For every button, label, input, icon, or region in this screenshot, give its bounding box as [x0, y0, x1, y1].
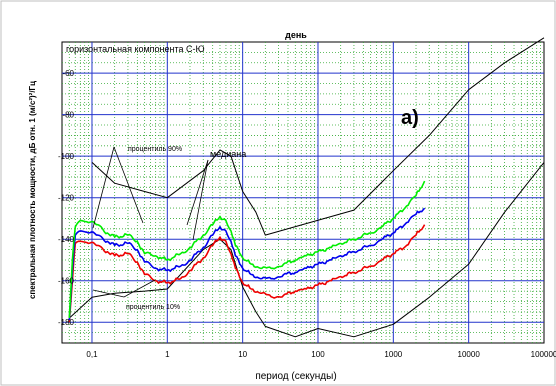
annotation-leader	[92, 289, 125, 298]
x-tick-label: 100000	[531, 350, 556, 359]
y-tick-label: -140	[58, 235, 75, 244]
major-grid	[62, 42, 544, 343]
annotation-percentile-10: процентиль 10%	[126, 304, 180, 311]
x-tick-label: 10	[238, 350, 247, 359]
annotation-leaders	[92, 146, 209, 298]
x-tick-label: 0,1	[86, 350, 98, 359]
annotation-leader	[186, 159, 209, 226]
annotation-percentile-90: процентиль 90%	[128, 146, 182, 153]
x-axis-label: период (секунды)	[255, 371, 336, 382]
y-tick-label: -60	[62, 69, 74, 78]
x-tick-label: 10000	[458, 350, 481, 359]
y-tick-label: -100	[58, 152, 75, 161]
annotation-leader	[92, 146, 115, 229]
chart-subtitle: горизонтальная компонента С-Ю	[66, 44, 205, 54]
annotation-median: медиана	[210, 149, 246, 159]
x-tick-label: 100	[311, 350, 325, 359]
y-tick-label: -160	[58, 277, 75, 286]
y-tick-label: -120	[58, 194, 75, 203]
y-tick-label: -180	[58, 318, 75, 327]
annotation-leader	[123, 279, 156, 298]
minor-grid	[62, 42, 544, 343]
series-median	[68, 207, 426, 321]
x-tick-label: 1	[165, 350, 170, 359]
panel-label: а)	[401, 107, 419, 129]
series-nlnm	[68, 162, 545, 338]
y-axis-label: спектральная плотность мощности, дБ отн.…	[28, 81, 37, 299]
y-tick-label: -80	[62, 111, 74, 120]
series-percentile-90	[68, 180, 426, 319]
tick-labels: 0,1 1 10 100 1000 10000 100000 -180 -160 -140 -120…	[58, 69, 556, 359]
x-tick-label: 1000	[384, 350, 402, 359]
series-percentile-10	[68, 224, 426, 323]
series-nhnm	[91, 37, 545, 236]
annotation-leader	[192, 159, 209, 241]
annotation-leader	[113, 146, 144, 224]
series-layer	[68, 37, 545, 338]
chart-title: день	[285, 30, 307, 40]
plot-area	[61, 41, 545, 344]
